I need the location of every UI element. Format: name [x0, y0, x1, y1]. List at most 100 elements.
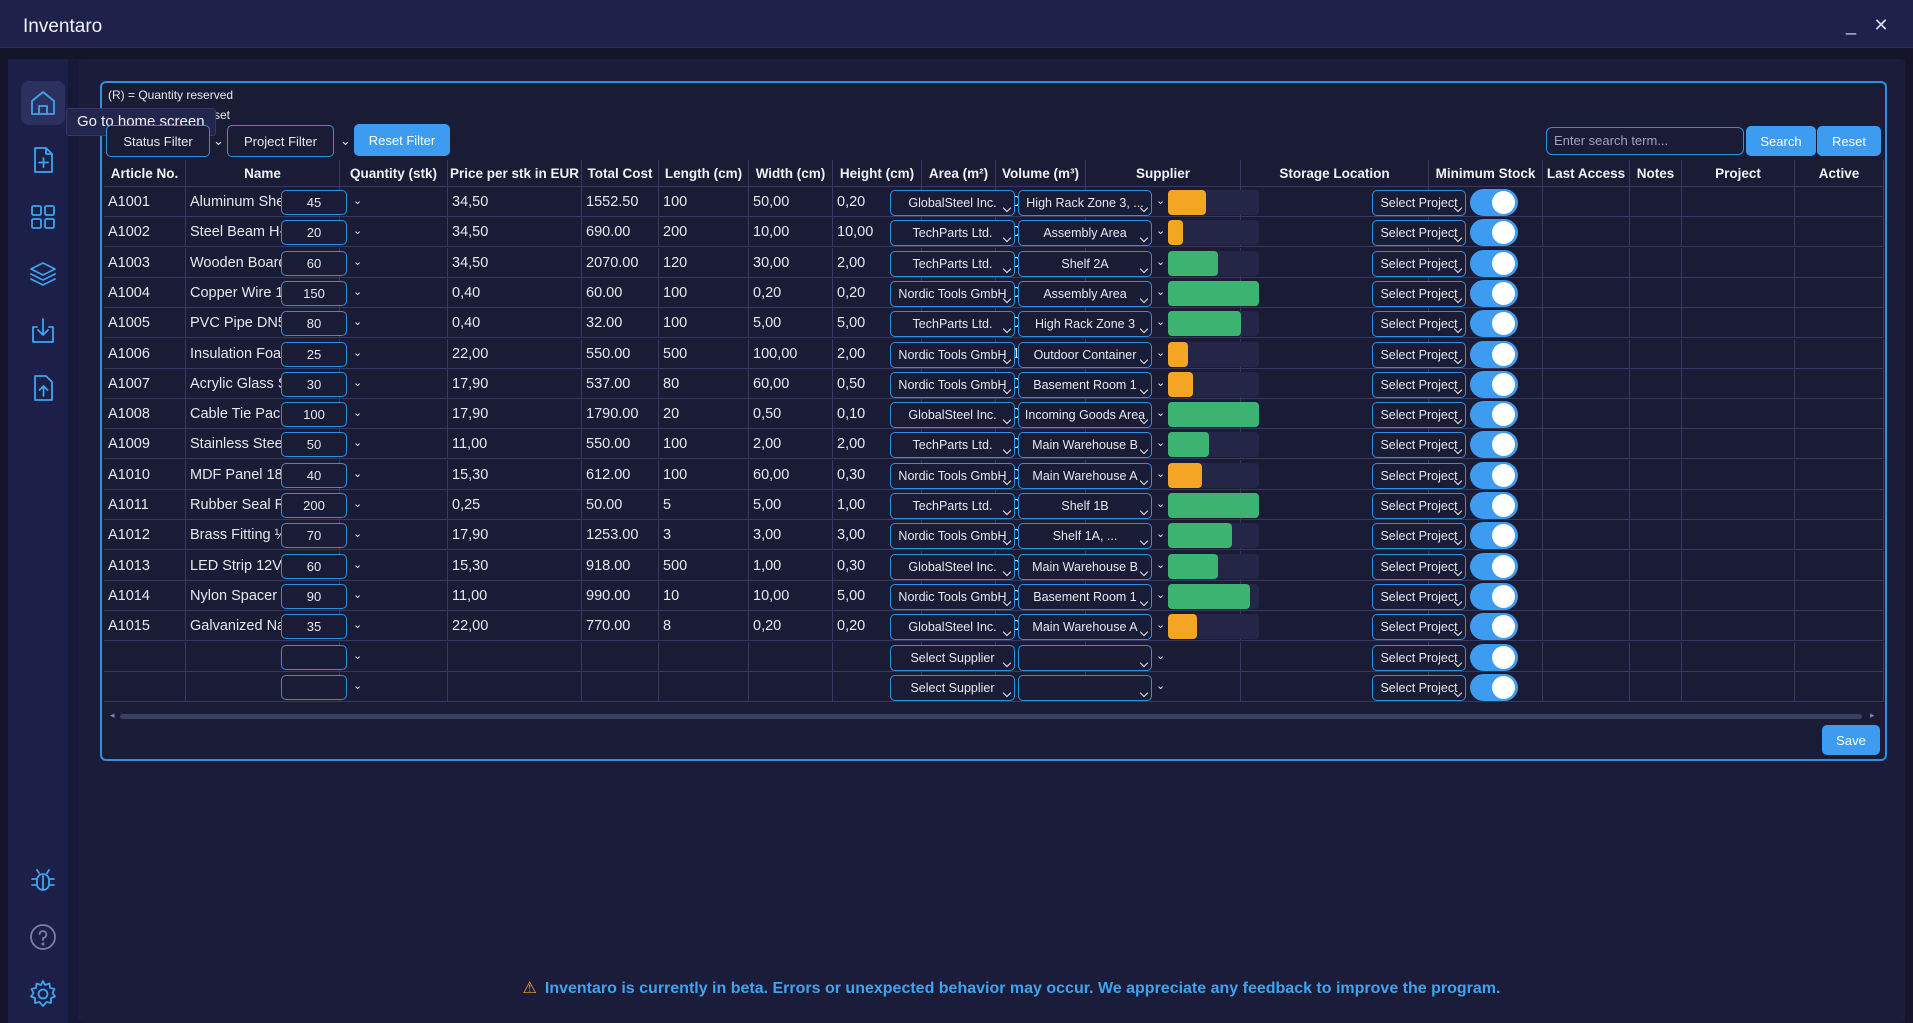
location-chevron-icon[interactable]: ⌄ — [1156, 376, 1166, 389]
length-cell[interactable]: 20 — [659, 399, 749, 430]
price-cell[interactable]: 17,90 — [448, 520, 582, 551]
price-cell[interactable]: 34,50 — [448, 247, 582, 278]
price-cell[interactable]: 11,00 — [448, 580, 582, 611]
article-number[interactable]: A1007 — [104, 368, 186, 399]
article-header[interactable]: Article No. — [104, 160, 186, 186]
height-header[interactable]: Height (cm) — [833, 160, 922, 186]
article-number[interactable]: A1002 — [104, 217, 186, 248]
width-cell[interactable]: 2,00 — [749, 429, 833, 460]
storage-location-select[interactable]: Main Warehouse B — [1018, 432, 1152, 459]
total-cost-cell[interactable]: 32.00 — [582, 308, 659, 339]
storage-location-select[interactable]: High Rack Zone 3 — [1018, 311, 1152, 338]
quantity-header[interactable]: Quantity (stk) — [340, 160, 448, 186]
storage-location-header[interactable]: Storage Location — [1241, 160, 1429, 186]
supplier-select[interactable]: Nordic Tools GmbH — [890, 523, 1015, 550]
width-cell[interactable]: 100,00 — [749, 338, 833, 369]
quantity-chevron-icon[interactable]: ⌄ — [353, 316, 363, 329]
width-cell[interactable]: 10,00 — [749, 580, 833, 611]
active-toggle[interactable] — [1470, 673, 1518, 701]
location-chevron-icon[interactable]: ⌄ — [1156, 558, 1166, 571]
total-cost-header[interactable]: Total Cost — [582, 160, 659, 186]
save-button[interactable]: Save — [1822, 725, 1880, 755]
quantity-input[interactable]: 30 — [281, 371, 347, 397]
price-cell[interactable] — [448, 671, 582, 702]
quantity-input[interactable]: 50 — [281, 432, 347, 458]
price-cell[interactable]: 11,00 — [448, 429, 582, 460]
table-row[interactable]: A1008 Cable Tie Pack (100x) 17,90 1790.00 20… — [104, 399, 1884, 430]
horizontal-scrollbar[interactable]: ◂ ▸ — [108, 710, 1880, 721]
storage-location-select[interactable] — [1018, 644, 1152, 671]
active-toggle[interactable] — [1470, 431, 1518, 459]
width-cell[interactable]: 60,00 — [749, 368, 833, 399]
quantity-input[interactable]: 100 — [281, 402, 347, 428]
width-cell[interactable]: 60,00 — [749, 459, 833, 490]
nav-dashboard[interactable] — [21, 195, 65, 239]
supplier-select[interactable]: TechParts Ltd. — [890, 311, 1015, 338]
price-cell[interactable]: 34,50 — [448, 187, 582, 217]
price-cell[interactable]: 0,40 — [448, 308, 582, 339]
reset-search-button[interactable]: Reset — [1817, 126, 1881, 156]
length-cell[interactable]: 100 — [659, 459, 749, 490]
quantity-chevron-icon[interactable]: ⌄ — [353, 679, 363, 692]
article-number[interactable]: A1005 — [104, 308, 186, 339]
quantity-input[interactable] — [281, 644, 347, 670]
length-header[interactable]: Length (cm) — [659, 160, 749, 186]
supplier-select[interactable]: Select Supplier — [890, 674, 1015, 701]
price-header[interactable]: Price per stk in EUR — [448, 160, 582, 186]
scroll-left-icon[interactable]: ◂ — [110, 710, 115, 720]
supplier-select[interactable]: Nordic Tools GmbH — [890, 341, 1015, 368]
width-cell[interactable]: 10,00 — [749, 217, 833, 248]
table-row[interactable]: A1003 Wooden Board Pine ... 34,50 2070.00 12… — [104, 247, 1884, 278]
article-number[interactable]: A1001 — [104, 187, 186, 217]
minimum-stock-header[interactable]: Minimum Stock — [1429, 160, 1543, 186]
quantity-input[interactable]: 35 — [281, 614, 347, 640]
total-cost-cell[interactable]: 918.00 — [582, 550, 659, 581]
quantity-input[interactable]: 60 — [281, 553, 347, 579]
table-row[interactable]: A1007 Acrylic Glass Sheet 17,90 537.00 80 60,… — [104, 368, 1884, 399]
length-cell[interactable]: 500 — [659, 338, 749, 369]
article-number[interactable]: A1006 — [104, 338, 186, 369]
length-cell[interactable]: 80 — [659, 368, 749, 399]
active-toggle[interactable] — [1470, 492, 1518, 519]
quantity-chevron-icon[interactable]: ⌄ — [353, 376, 363, 389]
active-toggle[interactable] — [1470, 219, 1518, 247]
width-header[interactable]: Width (cm) — [749, 160, 833, 186]
search-button[interactable]: Search — [1746, 126, 1816, 156]
quantity-chevron-icon[interactable]: ⌄ — [353, 528, 363, 541]
total-cost-cell[interactable] — [582, 671, 659, 702]
quantity-input[interactable] — [281, 674, 347, 700]
search-input[interactable]: Enter search term... — [1546, 127, 1744, 155]
supplier-select[interactable]: GlobalSteel Inc. — [890, 553, 1015, 580]
active-toggle[interactable] — [1470, 461, 1518, 489]
storage-location-select[interactable]: Basement Room 1 — [1018, 371, 1152, 398]
project-select[interactable]: Select Project — [1372, 250, 1466, 277]
width-cell[interactable]: 50,00 — [749, 187, 833, 217]
table-row[interactable]: A1009 Stainless Steel Rod 11,00 550.00 100 2,… — [104, 429, 1884, 460]
storage-location-select[interactable]: Assembly Area — [1018, 220, 1152, 247]
active-toggle[interactable] — [1470, 370, 1518, 398]
location-chevron-icon[interactable]: ⌄ — [1156, 407, 1166, 420]
name-header[interactable]: Name — [186, 160, 340, 186]
project-select[interactable]: Select Project — [1372, 371, 1466, 398]
price-cell[interactable]: 0,25 — [448, 490, 582, 520]
total-cost-cell[interactable]: 612.00 — [582, 459, 659, 490]
length-cell[interactable]: 100 — [659, 187, 749, 217]
nav-home[interactable] — [21, 81, 65, 125]
total-cost-cell[interactable]: 690.00 — [582, 217, 659, 248]
project-select[interactable]: Select Project — [1372, 220, 1466, 247]
active-toggle[interactable] — [1470, 340, 1518, 368]
quantity-input[interactable]: 40 — [281, 462, 347, 488]
quantity-chevron-icon[interactable]: ⌄ — [353, 255, 363, 268]
article-number[interactable]: A1012 — [104, 520, 186, 551]
location-chevron-icon[interactable]: ⌄ — [1156, 225, 1166, 238]
total-cost-cell[interactable]: 1552.50 — [582, 187, 659, 217]
length-cell[interactable]: 8 — [659, 611, 749, 642]
total-cost-cell[interactable]: 1790.00 — [582, 399, 659, 430]
active-toggle[interactable] — [1470, 613, 1518, 641]
project-select[interactable]: Select Project — [1372, 432, 1466, 459]
project-select[interactable]: Select Project — [1372, 674, 1466, 701]
table-row[interactable]: A1012 Brass Fitting ½ inch 17,90 1253.00 3 3,… — [104, 520, 1884, 551]
supplier-select[interactable]: TechParts Ltd. — [890, 432, 1015, 459]
supplier-select[interactable]: Nordic Tools GmbH — [890, 371, 1015, 398]
storage-location-select[interactable]: Basement Room 1 — [1018, 583, 1152, 610]
